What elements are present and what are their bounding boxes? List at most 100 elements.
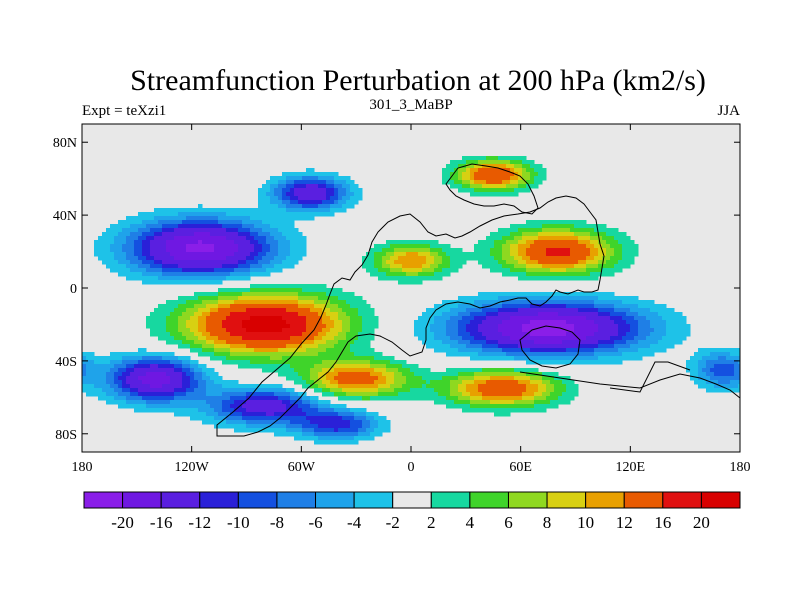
field-cell — [482, 384, 487, 389]
field-cell — [646, 328, 651, 333]
field-cell — [202, 236, 207, 241]
field-cell — [574, 312, 579, 317]
field-cell — [602, 264, 607, 269]
field-cell — [526, 328, 531, 333]
field-cell — [342, 336, 347, 341]
field-cell — [202, 324, 207, 329]
field-cell — [598, 328, 603, 333]
field-cell — [106, 392, 111, 397]
field-cell — [630, 252, 635, 257]
field-cell — [106, 264, 111, 269]
field-cell — [338, 320, 343, 325]
field-cell — [494, 340, 499, 345]
field-cell — [258, 232, 263, 237]
field-cell — [158, 376, 163, 381]
field-cell — [110, 268, 115, 273]
field-cell — [186, 256, 191, 261]
field-cell — [686, 360, 691, 365]
field-cell — [506, 388, 511, 393]
field-cell — [278, 340, 283, 345]
field-cell — [518, 188, 523, 193]
field-cell — [378, 268, 383, 273]
field-cell — [394, 376, 399, 381]
field-cell — [346, 184, 351, 189]
field-cell — [138, 264, 143, 269]
field-cell — [734, 380, 739, 385]
field-cell — [266, 216, 271, 221]
field-cell — [522, 308, 527, 313]
field-cell — [226, 352, 231, 357]
field-cell — [106, 368, 111, 373]
field-cell — [266, 364, 271, 369]
field-cell — [562, 388, 567, 393]
field-cell — [362, 348, 367, 353]
field-cell — [434, 304, 439, 309]
field-cell — [330, 204, 335, 209]
field-cell — [494, 328, 499, 333]
field-cell — [174, 332, 179, 337]
field-cell — [286, 328, 291, 333]
field-cell — [250, 248, 255, 253]
field-cell — [734, 368, 739, 373]
field-cell — [554, 276, 559, 281]
field-cell — [522, 376, 527, 381]
field-cell — [562, 320, 567, 325]
field-cell — [506, 352, 511, 357]
field-cell — [522, 344, 527, 349]
field-cell — [574, 332, 579, 337]
field-cell — [86, 388, 91, 393]
field-cell — [274, 220, 279, 225]
field-cell — [594, 304, 599, 309]
field-cell — [502, 184, 507, 189]
field-cell — [302, 188, 307, 193]
field-cell — [274, 296, 279, 301]
field-cell — [306, 372, 311, 377]
field-cell — [530, 360, 535, 365]
field-cell — [454, 328, 459, 333]
field-cell — [162, 316, 167, 321]
field-cell — [190, 208, 195, 213]
field-cell — [206, 372, 211, 377]
field-cell — [206, 256, 211, 261]
field-cell — [490, 236, 495, 241]
field-cell — [578, 324, 583, 329]
field-cell — [386, 256, 391, 261]
field-cell — [390, 272, 395, 277]
field-cell — [682, 324, 687, 329]
field-cell — [254, 260, 259, 265]
field-cell — [450, 348, 455, 353]
field-cell — [286, 264, 291, 269]
field-cell — [690, 356, 695, 361]
field-cell — [118, 228, 123, 233]
field-cell — [346, 332, 351, 337]
field-cell — [514, 244, 519, 249]
field-cell — [166, 224, 171, 229]
field-cell — [150, 220, 155, 225]
field-cell — [690, 368, 695, 373]
field-cell — [594, 236, 599, 241]
field-cell — [182, 376, 187, 381]
field-cell — [542, 300, 547, 305]
field-cell — [246, 328, 251, 333]
field-cell — [246, 312, 251, 317]
field-cell — [570, 312, 575, 317]
field-cell — [590, 328, 595, 333]
field-cell — [562, 240, 567, 245]
field-cell — [118, 368, 123, 373]
field-cell — [186, 368, 191, 373]
field-cell — [226, 244, 231, 249]
field-cell — [606, 252, 611, 257]
field-cell — [538, 248, 543, 253]
field-cell — [230, 300, 235, 305]
field-cell — [474, 332, 479, 337]
field-cell — [242, 276, 247, 281]
field-cell — [438, 248, 443, 253]
field-cell — [178, 244, 183, 249]
field-cell — [522, 264, 527, 269]
field-cell — [350, 344, 355, 349]
field-cell — [334, 356, 339, 361]
field-cell — [450, 164, 455, 169]
field-cell — [250, 256, 255, 261]
field-cell — [406, 372, 411, 377]
field-cell — [534, 384, 539, 389]
